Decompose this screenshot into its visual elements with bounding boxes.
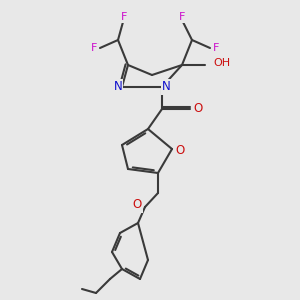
Text: N: N	[162, 80, 170, 94]
Text: F: F	[179, 12, 185, 22]
Text: F: F	[91, 43, 97, 53]
Text: N: N	[114, 80, 122, 94]
Text: O: O	[194, 103, 202, 116]
Text: OH: OH	[213, 58, 230, 68]
Text: F: F	[121, 12, 127, 22]
Text: O: O	[176, 145, 184, 158]
Text: O: O	[132, 199, 142, 212]
Text: F: F	[213, 43, 219, 53]
